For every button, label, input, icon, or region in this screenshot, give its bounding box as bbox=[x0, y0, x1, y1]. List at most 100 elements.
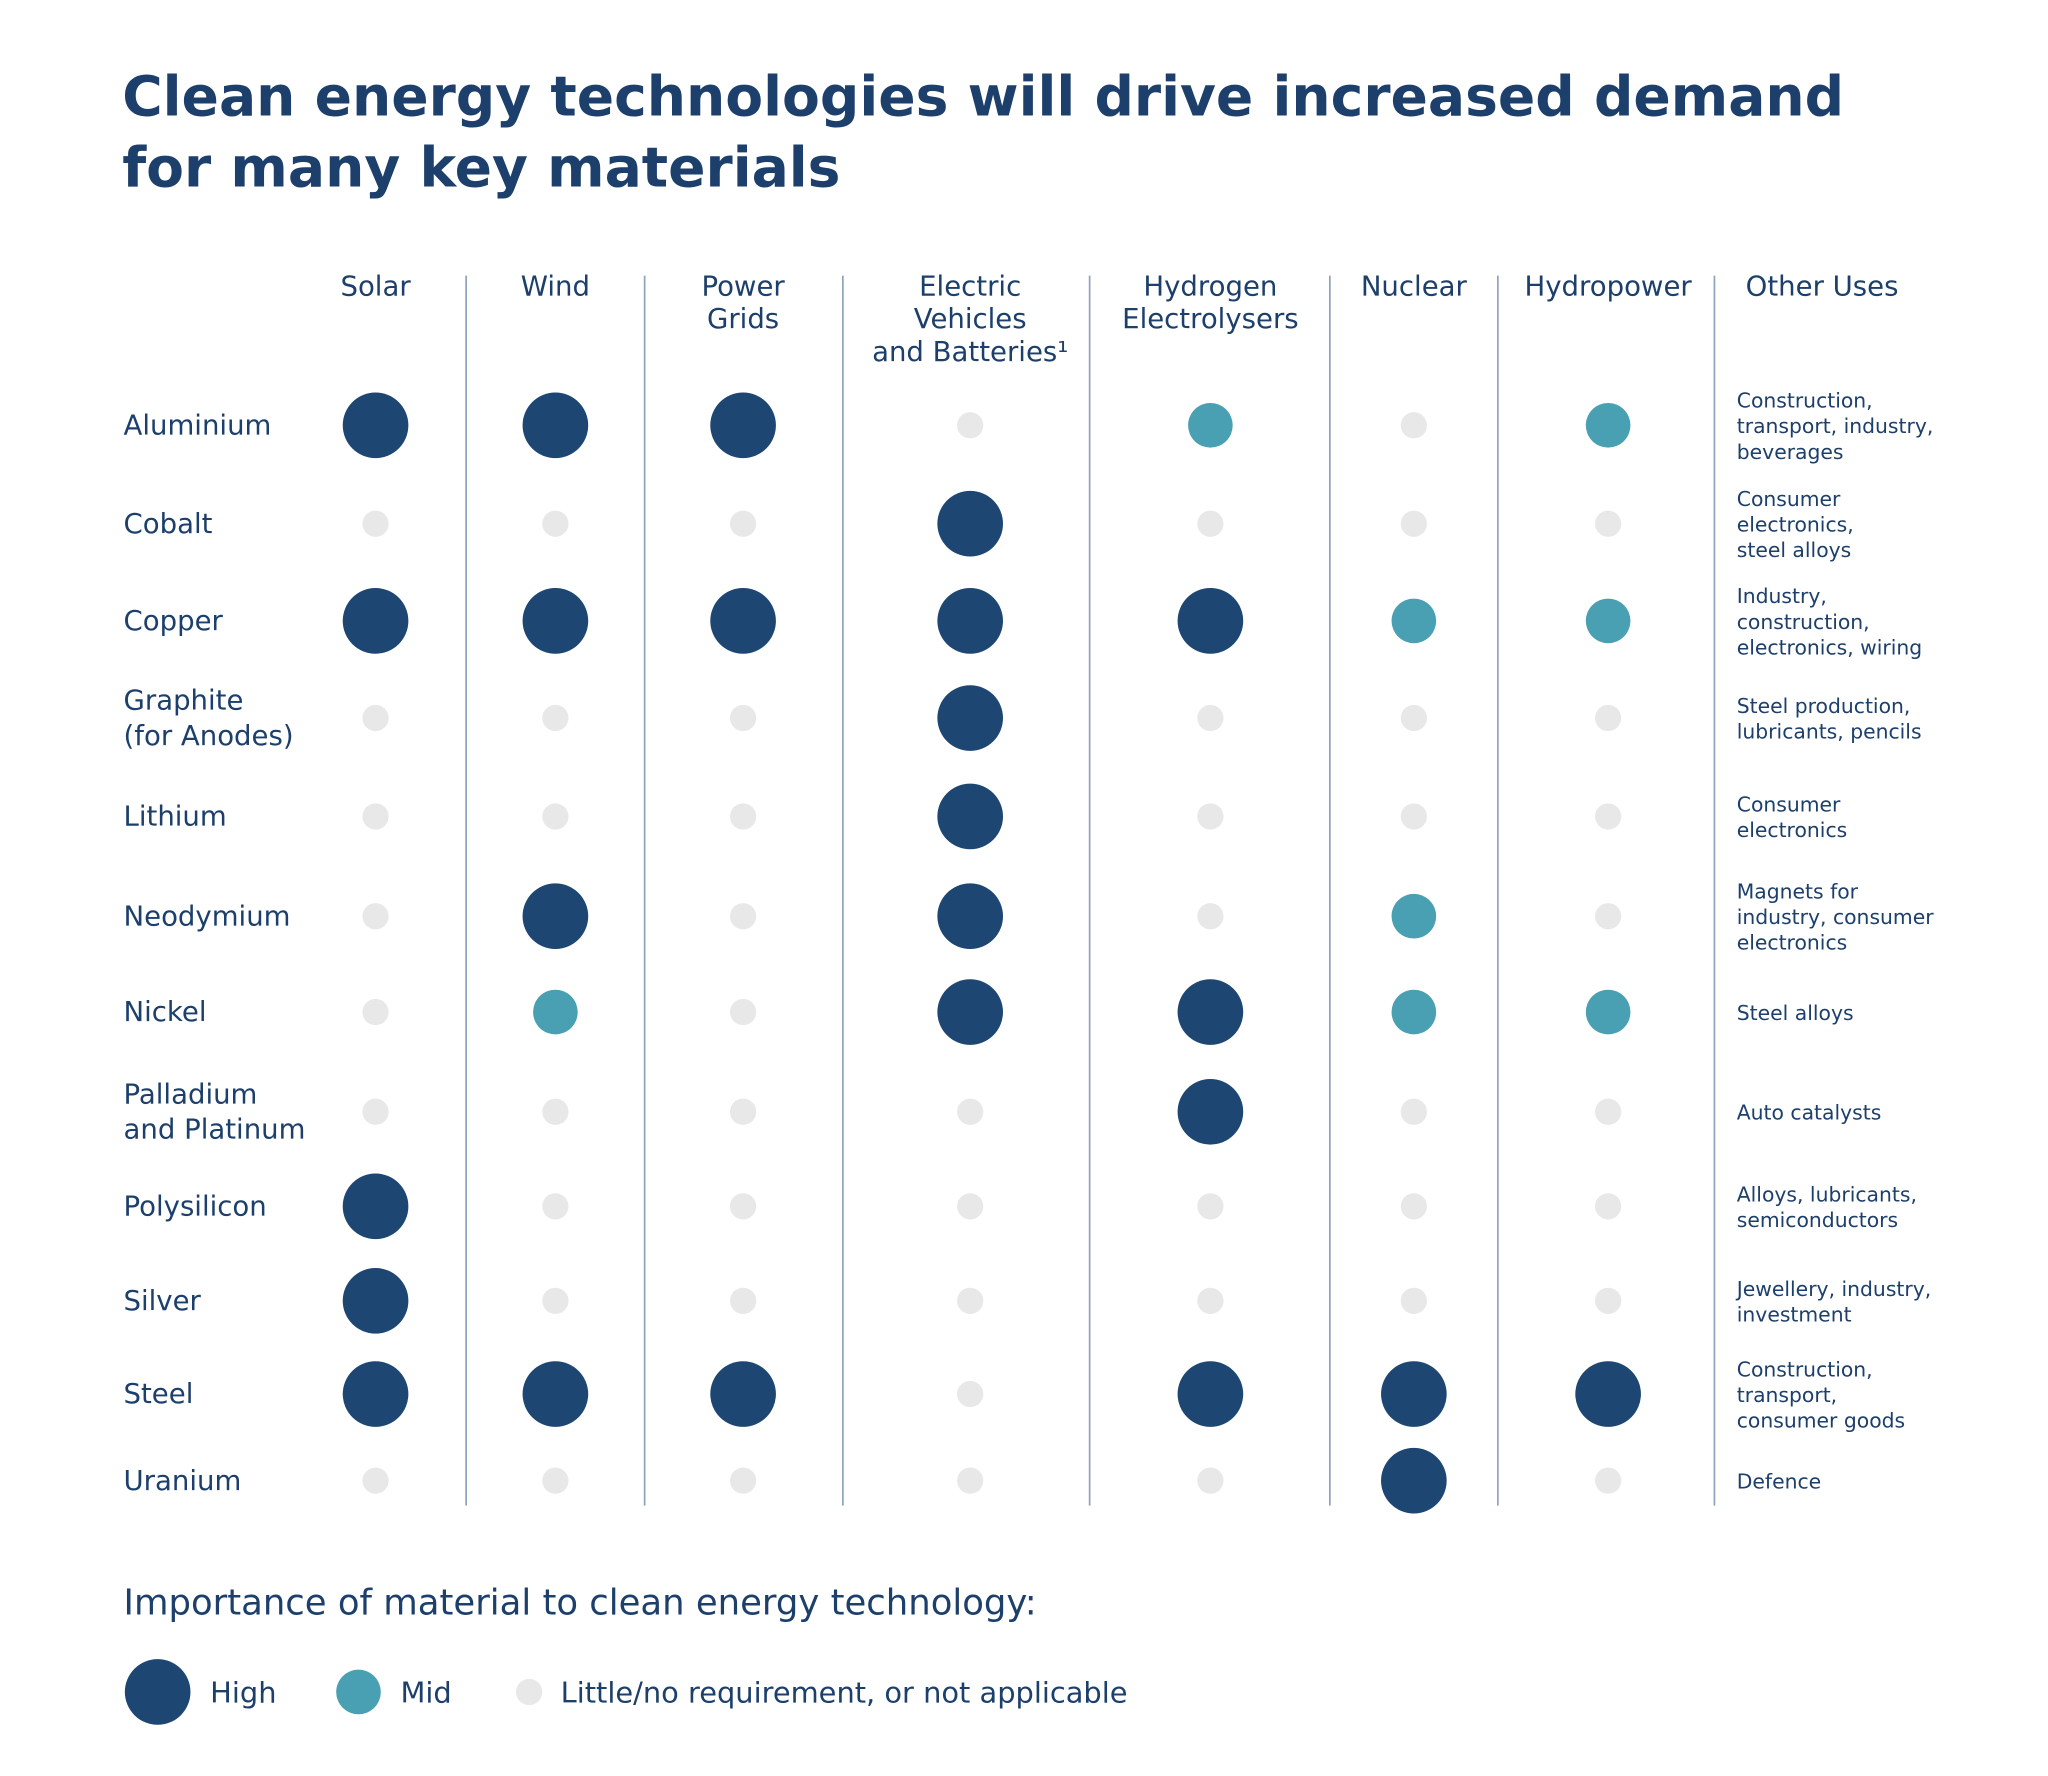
row-label: (for Anodes) bbox=[124, 720, 294, 752]
importance-dot bbox=[1400, 412, 1427, 439]
row-label: Polysilicon bbox=[124, 1191, 267, 1223]
column-header: Hydrogen bbox=[1143, 270, 1277, 302]
other-uses: electronics, wiring bbox=[1737, 635, 1922, 659]
importance-dot bbox=[957, 1098, 984, 1125]
other-uses: steel alloys bbox=[1737, 538, 1852, 562]
row-label: Nickel bbox=[124, 996, 207, 1028]
other-uses: lubricants, pencils bbox=[1737, 720, 1922, 744]
importance-dot bbox=[710, 392, 776, 459]
column-header: Other Uses bbox=[1746, 270, 1899, 302]
importance-dot bbox=[542, 704, 569, 732]
importance-dot bbox=[362, 1467, 389, 1494]
importance-dot bbox=[542, 510, 569, 537]
other-uses: Consumer bbox=[1737, 793, 1841, 817]
importance-dot bbox=[957, 1467, 984, 1494]
other-uses: Auto catalysts bbox=[1737, 1101, 1882, 1125]
column-header: and Batteries¹ bbox=[872, 336, 1068, 368]
title: for many key materials bbox=[122, 136, 840, 200]
importance-dot bbox=[1585, 989, 1631, 1035]
column-header: Solar bbox=[340, 270, 411, 302]
importance-dot bbox=[957, 412, 984, 439]
importance-dot bbox=[1197, 803, 1224, 830]
importance-dot bbox=[1575, 1361, 1641, 1427]
other-uses: consumer goods bbox=[1737, 1408, 1905, 1432]
legend-swatch bbox=[336, 1669, 381, 1715]
row-label: Lithium bbox=[124, 801, 227, 833]
importance-dot bbox=[1197, 1467, 1224, 1494]
importance-dot bbox=[1197, 510, 1224, 537]
other-uses: transport, industry, bbox=[1737, 414, 1934, 438]
row-label: Steel bbox=[124, 1378, 194, 1410]
other-uses: Defence bbox=[1737, 1470, 1821, 1494]
importance-dot bbox=[1594, 1193, 1622, 1220]
other-uses: Consumer bbox=[1737, 487, 1841, 511]
other-uses: electronics, bbox=[1737, 513, 1854, 537]
importance-dot bbox=[1381, 1361, 1447, 1427]
importance-dot bbox=[1391, 893, 1437, 939]
importance-dot bbox=[1594, 803, 1622, 830]
title: Clean energy technologies will drive inc… bbox=[122, 66, 1844, 130]
importance-dot bbox=[937, 783, 1003, 850]
importance-dot bbox=[542, 1098, 569, 1125]
column-header: Power bbox=[701, 270, 785, 302]
other-uses: Construction, bbox=[1737, 389, 1873, 413]
importance-dot bbox=[937, 490, 1003, 557]
row-label: Aluminium bbox=[124, 409, 272, 441]
row-label: Neodymium bbox=[124, 900, 291, 932]
importance-dot bbox=[937, 588, 1003, 654]
importance-dot bbox=[522, 883, 589, 950]
importance-dot bbox=[1177, 1078, 1244, 1145]
importance-dot bbox=[710, 1361, 776, 1427]
importance-dot bbox=[362, 1098, 389, 1125]
importance-dot bbox=[1594, 1098, 1622, 1125]
column-header: Wind bbox=[521, 270, 590, 302]
importance-dot bbox=[342, 1173, 409, 1240]
row-label: Graphite bbox=[124, 684, 244, 716]
importance-dot bbox=[1585, 402, 1631, 448]
column-header: Hydropower bbox=[1525, 270, 1693, 302]
other-uses: beverages bbox=[1737, 440, 1844, 464]
row-label: Silver bbox=[124, 1285, 202, 1317]
importance-dot bbox=[1197, 1193, 1224, 1220]
other-uses: electronics bbox=[1737, 818, 1847, 842]
column-header: Electric bbox=[919, 270, 1021, 302]
importance-dot bbox=[1400, 1098, 1427, 1125]
other-uses: Steel alloys bbox=[1737, 1001, 1854, 1025]
importance-dot bbox=[1594, 510, 1622, 537]
importance-dot bbox=[542, 1467, 569, 1494]
importance-dot bbox=[362, 510, 389, 537]
importance-dot bbox=[1585, 598, 1631, 644]
other-uses: Construction, bbox=[1737, 1357, 1873, 1381]
importance-dot bbox=[937, 979, 1003, 1045]
row-label: and Platinum bbox=[124, 1114, 306, 1146]
legend-label: Little/no requirement, or not applicable bbox=[561, 1675, 1128, 1709]
importance-dot bbox=[342, 392, 409, 459]
importance-dot bbox=[1400, 1193, 1427, 1220]
importance-dot bbox=[362, 803, 389, 830]
other-uses: semiconductors bbox=[1737, 1208, 1898, 1232]
importance-dot bbox=[729, 1287, 757, 1314]
importance-dot bbox=[362, 704, 389, 732]
importance-dot bbox=[729, 1098, 757, 1125]
legend-swatch bbox=[124, 1659, 191, 1725]
other-uses: electronics bbox=[1737, 931, 1847, 955]
legend-swatch bbox=[516, 1678, 543, 1706]
importance-dot bbox=[729, 510, 757, 537]
importance-dot bbox=[937, 685, 1003, 751]
importance-dot bbox=[1381, 1447, 1447, 1514]
importance-dot bbox=[342, 1361, 409, 1427]
importance-dot bbox=[1177, 588, 1244, 654]
importance-dot bbox=[937, 883, 1003, 950]
importance-dot bbox=[729, 1193, 757, 1220]
importance-dot bbox=[1594, 903, 1622, 930]
importance-dot bbox=[362, 903, 389, 930]
importance-dot bbox=[729, 1467, 757, 1494]
importance-dot bbox=[1594, 1287, 1622, 1314]
importance-dot bbox=[342, 588, 409, 654]
other-uses: Jewellery, industry, bbox=[1735, 1277, 1931, 1301]
importance-dot bbox=[342, 1268, 409, 1334]
row-label: Copper bbox=[124, 605, 224, 637]
importance-dot bbox=[1391, 598, 1437, 644]
